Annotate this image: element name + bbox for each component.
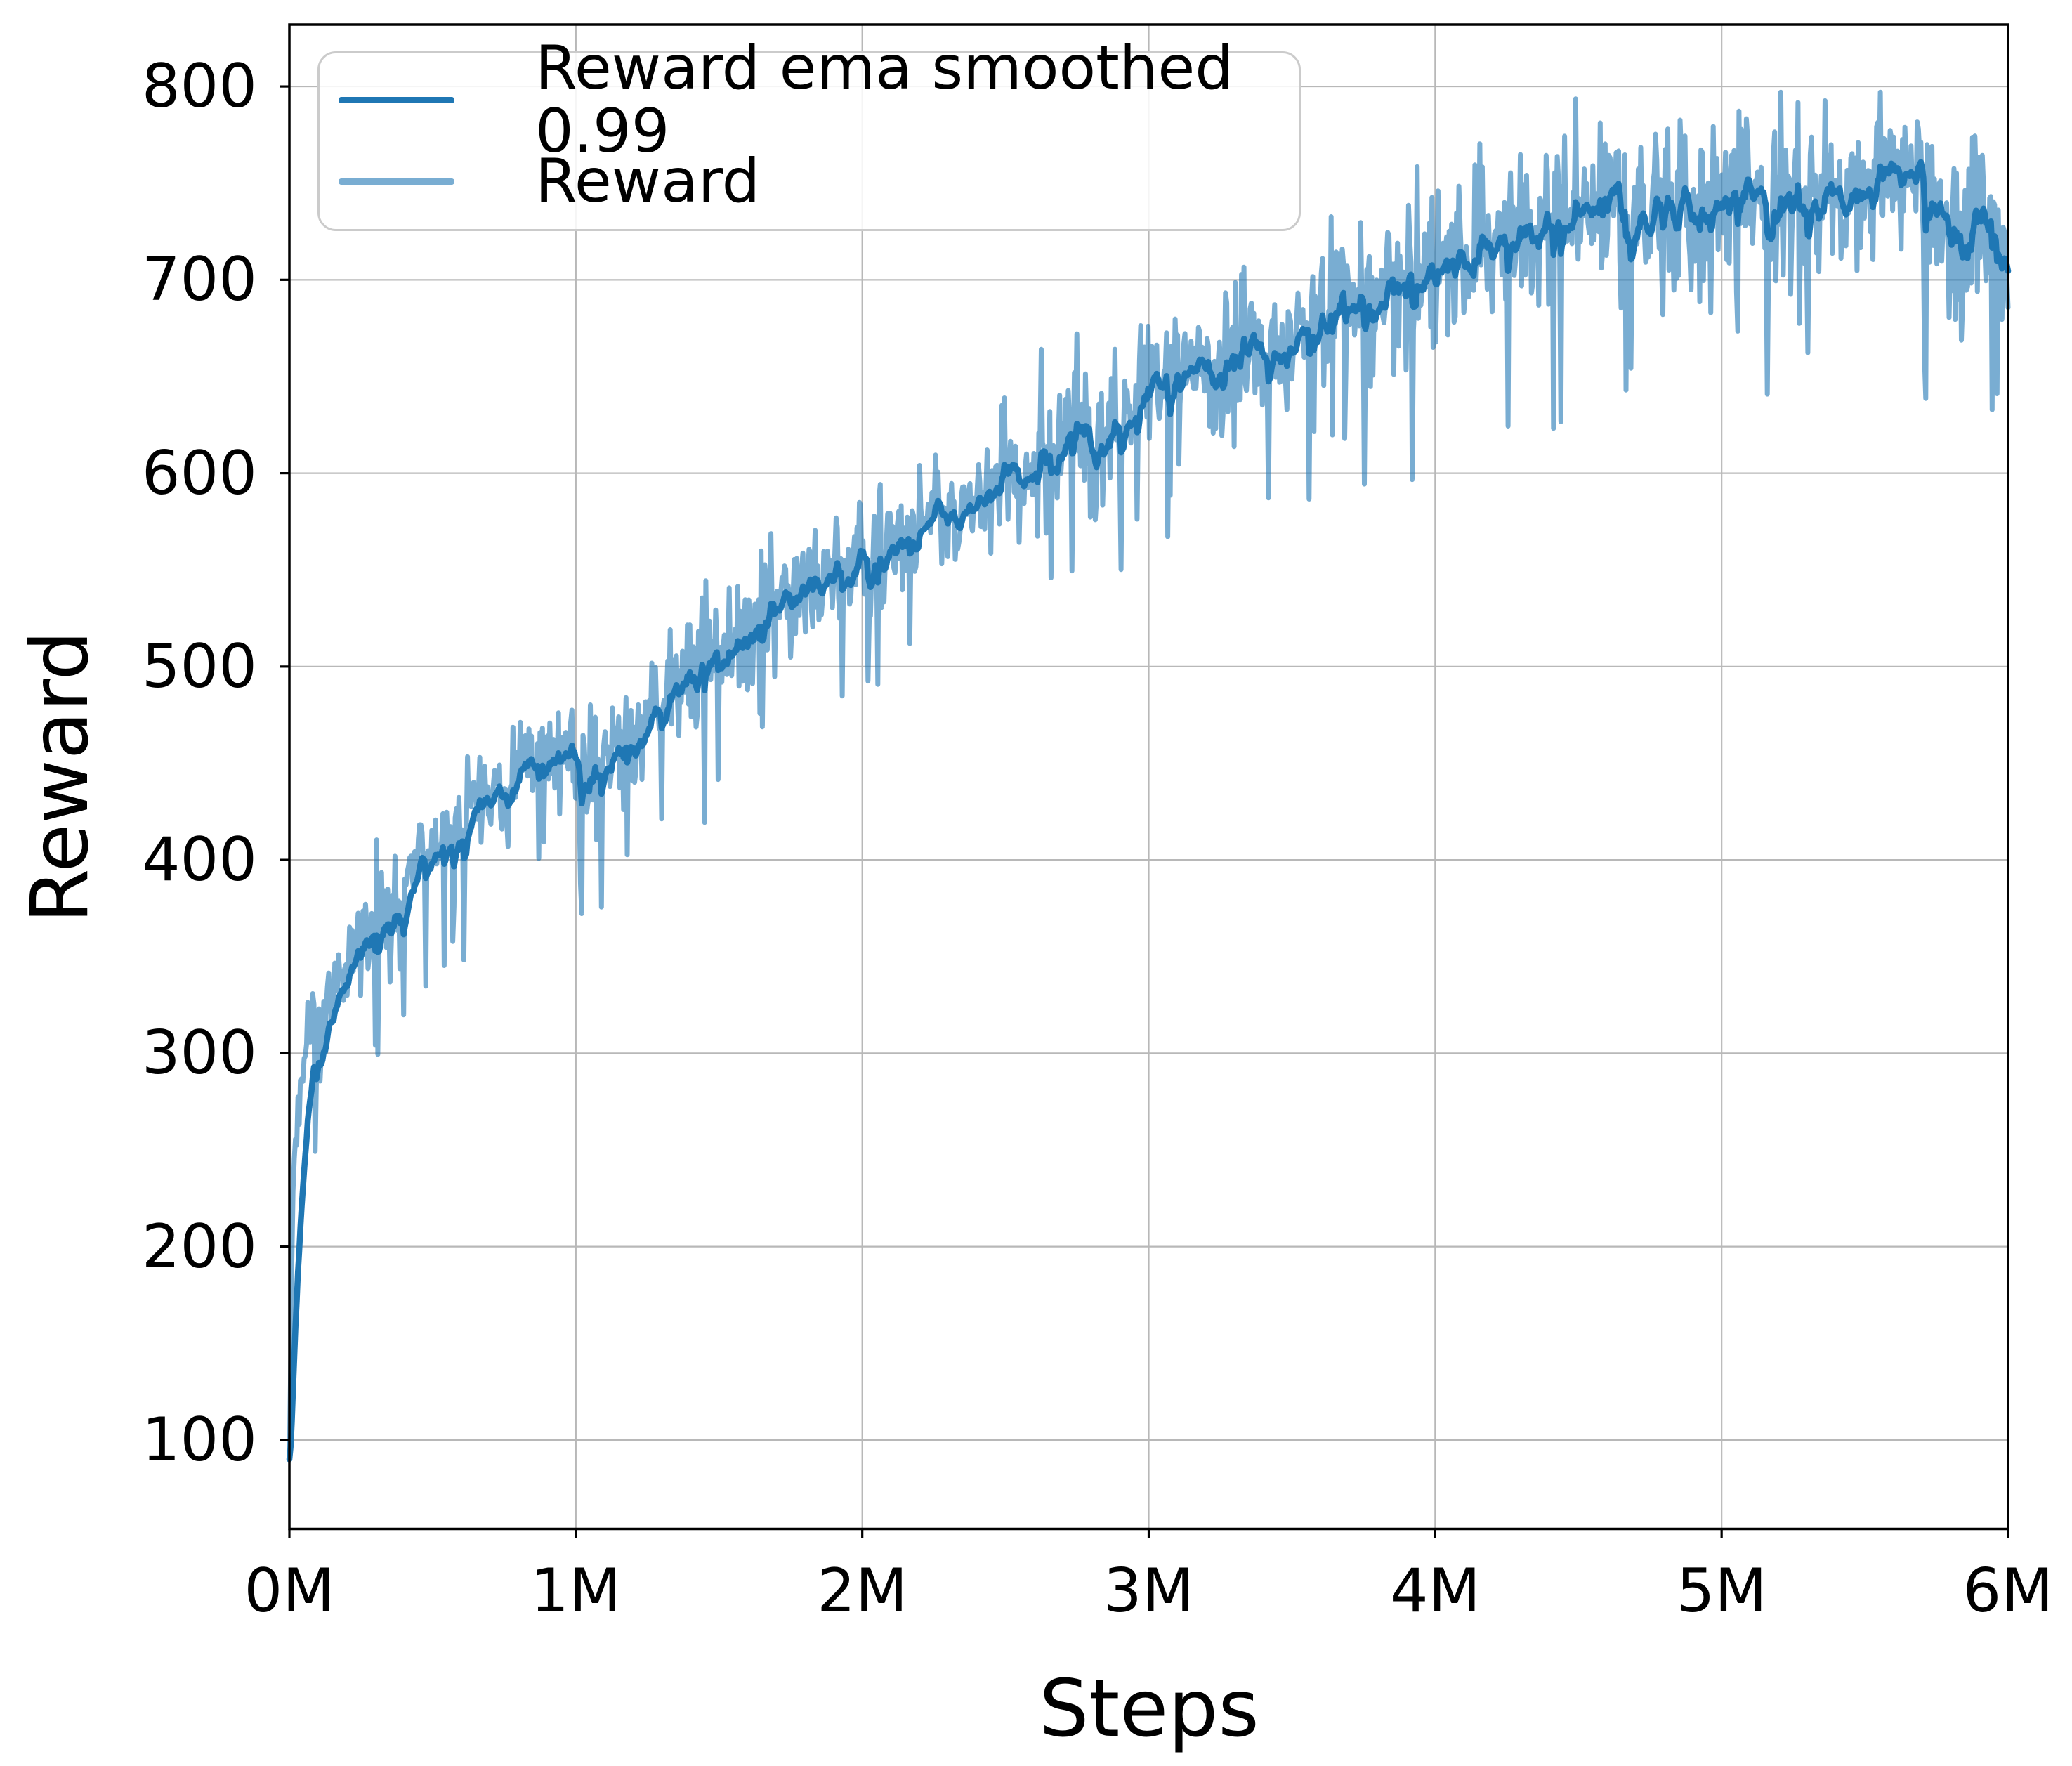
x-tick-label-1M: 1M	[530, 1556, 622, 1626]
y-tick-label-400: 400	[141, 825, 257, 896]
y-tick-label-700: 700	[141, 244, 257, 315]
x-tick-label-0M: 0M	[244, 1556, 335, 1626]
y-tick-label-600: 600	[141, 438, 257, 509]
legend-line-swatch-raw	[339, 178, 454, 185]
y-tick-label-500: 500	[141, 631, 257, 702]
reward-ema-line	[286, 159, 2012, 1463]
legend-label-reward: Reward	[535, 145, 761, 216]
x-tick-label-6M: 6M	[1962, 1556, 2054, 1626]
x-tick-label-3M: 3M	[1103, 1556, 1194, 1626]
x-tick-label-4M: 4M	[1389, 1556, 1481, 1626]
y-tick-label-300: 300	[141, 1018, 257, 1089]
x-tick-label-2M: 2M	[817, 1556, 908, 1626]
legend-line-swatch-ema	[339, 96, 454, 103]
legend: Reward ema smoothed 0.99 Reward	[317, 37, 1301, 231]
x-axis-title: Steps	[1039, 1663, 1259, 1755]
legend-label-reward-ema: Reward ema smoothed 0.99	[535, 32, 1233, 166]
reward-raw-line	[287, 89, 2011, 1462]
legend-item-reward: Reward	[339, 142, 1299, 221]
tick-marks	[280, 85, 2009, 1538]
x-tick-label-5M: 5M	[1676, 1556, 1767, 1626]
y-tick-label-200: 200	[141, 1211, 257, 1282]
legend-item-reward-ema: Reward ema smoothed 0.99	[339, 37, 1299, 163]
y-tick-label-100: 100	[141, 1404, 257, 1475]
y-tick-label-800: 800	[141, 51, 257, 122]
